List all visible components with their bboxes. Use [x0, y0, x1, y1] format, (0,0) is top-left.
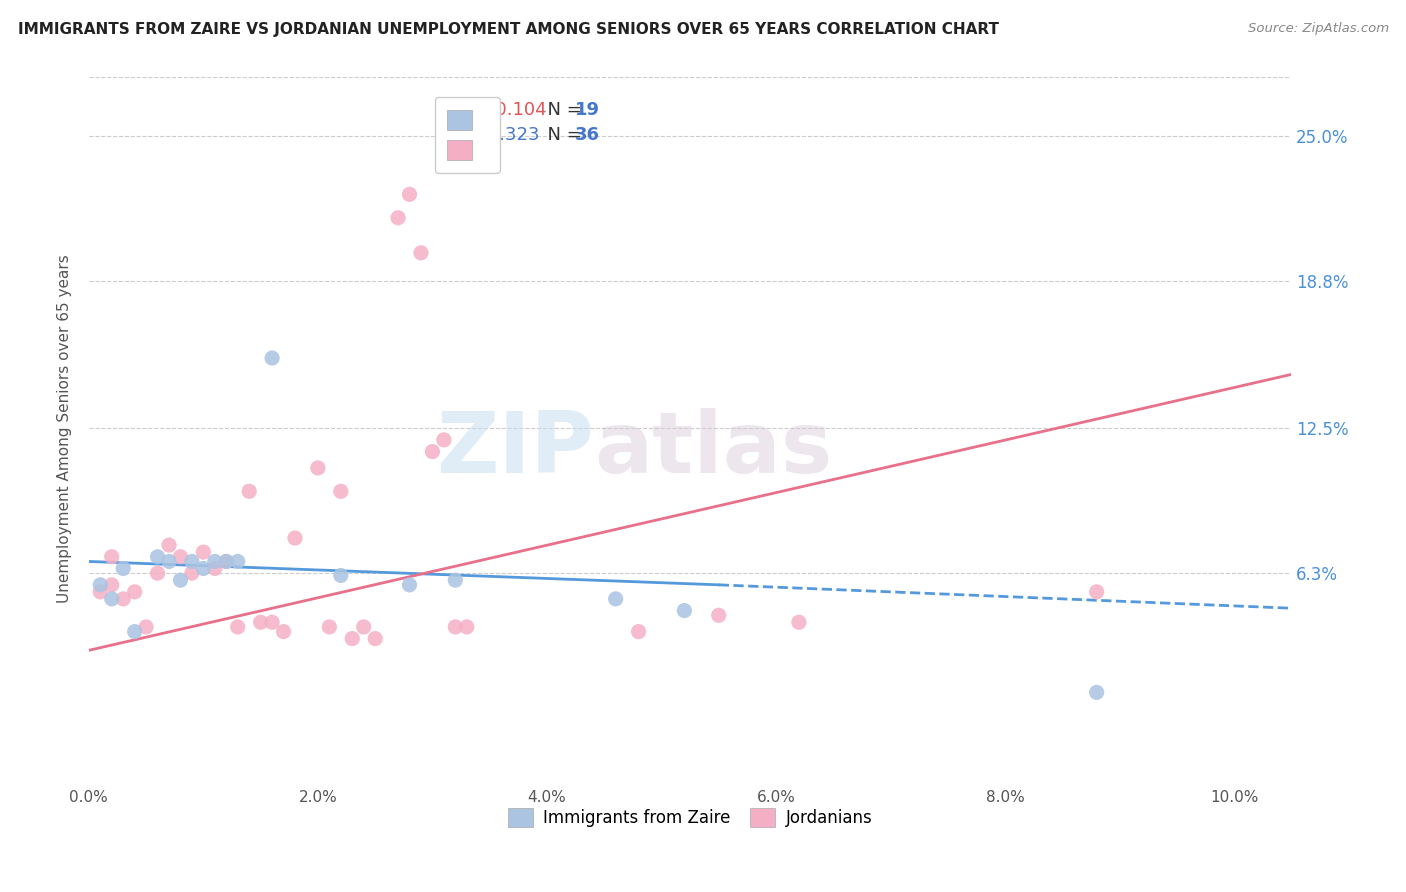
Text: N =: N =	[536, 101, 588, 119]
Point	[787, 615, 810, 630]
Point	[433, 433, 456, 447]
Point	[605, 591, 627, 606]
Text: N =: N =	[536, 126, 588, 144]
Text: Source: ZipAtlas.com: Source: ZipAtlas.com	[1249, 22, 1389, 36]
Point	[342, 632, 364, 646]
Point	[180, 554, 202, 568]
Point	[1085, 585, 1108, 599]
Point	[204, 561, 226, 575]
Point	[215, 554, 238, 568]
Point	[284, 531, 307, 545]
Point	[112, 561, 135, 575]
Point	[1085, 685, 1108, 699]
Point	[707, 608, 730, 623]
Point	[124, 624, 146, 639]
Text: -0.104: -0.104	[489, 101, 547, 119]
Point	[673, 603, 696, 617]
Point	[387, 211, 409, 225]
Text: atlas: atlas	[593, 408, 832, 491]
Point	[444, 573, 467, 587]
Point	[157, 554, 180, 568]
Point	[100, 591, 122, 606]
Legend: Immigrants from Zaire, Jordanians: Immigrants from Zaire, Jordanians	[502, 801, 879, 834]
Point	[398, 578, 420, 592]
Point	[249, 615, 271, 630]
Point	[157, 538, 180, 552]
Text: 0.323: 0.323	[489, 126, 541, 144]
Text: 19: 19	[575, 101, 599, 119]
Point	[215, 554, 238, 568]
Text: R =: R =	[456, 126, 495, 144]
Point	[146, 549, 169, 564]
Point	[456, 620, 478, 634]
Point	[226, 620, 249, 634]
Point	[329, 568, 352, 582]
Point	[238, 484, 260, 499]
Point	[307, 461, 329, 475]
Point	[422, 444, 444, 458]
Point	[169, 573, 191, 587]
Text: ZIP: ZIP	[436, 408, 593, 491]
Point	[89, 585, 111, 599]
Point	[444, 620, 467, 634]
Point	[112, 591, 135, 606]
Point	[329, 484, 352, 499]
Point	[262, 615, 284, 630]
Point	[146, 566, 169, 581]
Point	[135, 620, 157, 634]
Point	[318, 620, 340, 634]
Point	[273, 624, 295, 639]
Point	[89, 578, 111, 592]
Text: IMMIGRANTS FROM ZAIRE VS JORDANIAN UNEMPLOYMENT AMONG SENIORS OVER 65 YEARS CORR: IMMIGRANTS FROM ZAIRE VS JORDANIAN UNEMP…	[18, 22, 1000, 37]
Text: R =: R =	[456, 101, 495, 119]
Point	[124, 585, 146, 599]
Point	[409, 245, 432, 260]
Point	[100, 549, 122, 564]
Point	[193, 545, 215, 559]
Point	[100, 578, 122, 592]
Point	[627, 624, 650, 639]
Point	[226, 554, 249, 568]
Point	[180, 566, 202, 581]
Point	[364, 632, 387, 646]
Point	[169, 549, 191, 564]
Point	[262, 351, 284, 365]
Point	[398, 187, 420, 202]
Point	[353, 620, 375, 634]
Y-axis label: Unemployment Among Seniors over 65 years: Unemployment Among Seniors over 65 years	[58, 254, 72, 603]
Text: 36: 36	[575, 126, 599, 144]
Point	[193, 561, 215, 575]
Point	[204, 554, 226, 568]
